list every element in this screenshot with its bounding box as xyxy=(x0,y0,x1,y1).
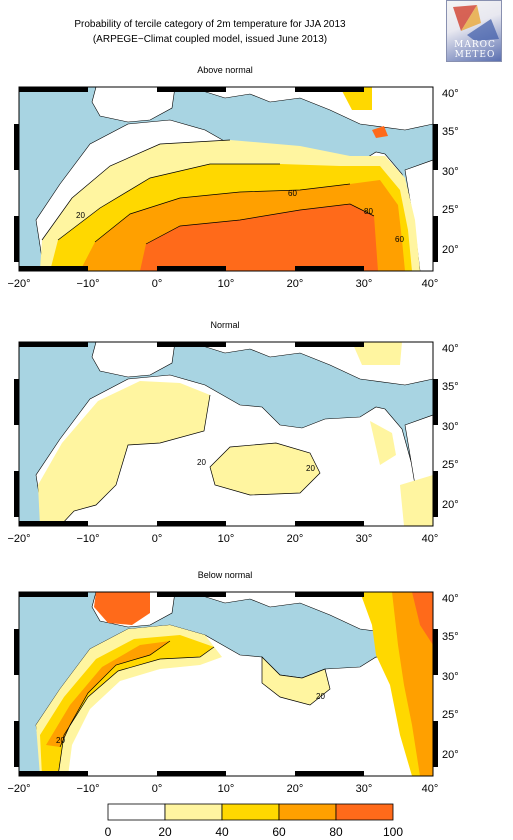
lon-tick-label: 40° xyxy=(422,783,439,795)
colorbar-label: 40 xyxy=(215,825,229,839)
logo-text-line2: METEO xyxy=(454,50,496,60)
lon-tick-label: 0° xyxy=(152,278,163,290)
colorbar-label: 60 xyxy=(272,825,286,839)
lon-tick-labels: −20° −10° 0° 10° 20° 30° 40° xyxy=(7,278,438,290)
contour-label: 20 xyxy=(76,211,85,220)
frame-border-below xyxy=(14,592,438,776)
frame-border-above xyxy=(14,87,438,271)
lat-tick-label: 40° xyxy=(442,88,459,100)
lat-tick-label: 35° xyxy=(442,631,459,643)
lat-tick-label: 25° xyxy=(442,459,459,471)
lat-tick-label: 20° xyxy=(442,749,459,761)
lat-tick-label: 20° xyxy=(442,244,459,256)
map-below-normal: 20 20 40° 35° 30° 25° 20° −20° −10° 0° 1… xyxy=(7,591,459,795)
colorbar-box xyxy=(335,803,394,821)
colorbar-box xyxy=(221,803,280,821)
lon-tick-label: 10° xyxy=(218,278,235,290)
colorbar-label: 20 xyxy=(158,825,172,839)
frame-border-normal xyxy=(14,342,438,526)
lat-tick-label: 40° xyxy=(442,593,459,605)
lat-tick-label: 25° xyxy=(442,709,459,721)
colorbar-box xyxy=(278,803,337,821)
contour-label: 20 xyxy=(306,464,315,473)
lat-tick-label: 25° xyxy=(442,204,459,216)
lon-tick-labels: −20° −10° 0° 10° 20° 30° 40° xyxy=(7,783,438,795)
lon-tick-label: −10° xyxy=(76,533,99,545)
lat-tick-label: 35° xyxy=(442,381,459,393)
panel-title-above-normal: Above normal xyxy=(197,65,253,75)
colorbar-box xyxy=(107,803,166,821)
land-europe xyxy=(189,87,433,131)
lon-tick-label: 40° xyxy=(422,533,439,545)
lon-tick-label: −20° xyxy=(7,533,30,545)
colorbar-label: 100 xyxy=(383,825,403,839)
lon-tick-label: 40° xyxy=(422,278,439,290)
contour-label: 60 xyxy=(288,189,297,198)
lon-tick-label: 30° xyxy=(356,278,373,290)
maroc-meteo-logo: MAROC METEO xyxy=(446,0,502,62)
lon-tick-label: 20° xyxy=(287,783,304,795)
map-normal: 20 20 40° 35° 30° 25° 20° −20° −10° 0° 1… xyxy=(7,341,459,545)
colorbar-label: 80 xyxy=(329,825,343,839)
colorbar-labels: 0 20 40 60 80 100 xyxy=(105,825,404,839)
contour-label: 20 xyxy=(316,692,325,701)
lon-tick-label: 20° xyxy=(287,278,304,290)
colorbar-box xyxy=(164,803,223,821)
contour-label: 80 xyxy=(364,207,373,216)
colorbar-label: 0 xyxy=(105,825,112,839)
contour-label: 60 xyxy=(395,235,404,244)
lat-tick-label: 20° xyxy=(442,499,459,511)
figure-title: Probability of tercile category of 2m te… xyxy=(74,19,346,30)
contour-label: 20 xyxy=(197,458,206,467)
panel-title-below-normal: Below normal xyxy=(197,570,253,580)
map-above-normal: 20 60 80 60 40° 35° 30° 25° 20° −20° −10… xyxy=(7,86,459,290)
colorbar-boxes xyxy=(107,803,394,821)
colorbar: 0 20 40 60 80 100 xyxy=(105,803,404,839)
panel-title-normal: Normal xyxy=(210,320,240,330)
lon-tick-label: 10° xyxy=(218,533,235,545)
lat-tick-label: 35° xyxy=(442,126,459,138)
lon-tick-label: 30° xyxy=(356,783,373,795)
lon-tick-label: 0° xyxy=(152,533,163,545)
lon-tick-label: 10° xyxy=(218,783,235,795)
lat-tick-labels: 40° 35° 30° 25° 20° xyxy=(442,343,459,511)
lon-tick-label: −20° xyxy=(7,783,30,795)
logo-emblem-icon xyxy=(453,5,499,41)
lon-tick-label: 0° xyxy=(152,783,163,795)
lon-tick-label: 30° xyxy=(356,533,373,545)
logo-text-line1: MAROC xyxy=(454,40,496,50)
contour-label: 20 xyxy=(56,736,65,745)
lon-tick-label: 20° xyxy=(287,533,304,545)
lon-tick-label: −10° xyxy=(76,783,99,795)
lon-tick-label: −10° xyxy=(76,278,99,290)
figure-subtitle: (ARPEGE−Climat coupled model, issued Jun… xyxy=(92,34,328,45)
lat-tick-label: 40° xyxy=(442,343,459,355)
lat-tick-labels: 40° 35° 30° 25° 20° xyxy=(442,88,459,256)
lat-tick-label: 30° xyxy=(442,166,459,178)
lat-tick-label: 30° xyxy=(442,421,459,433)
lat-tick-label: 30° xyxy=(442,671,459,683)
lon-tick-labels: −20° −10° 0° 10° 20° 30° 40° xyxy=(7,533,438,545)
lon-tick-label: −20° xyxy=(7,278,30,290)
lat-tick-labels: 40° 35° 30° 25° 20° xyxy=(442,593,459,761)
